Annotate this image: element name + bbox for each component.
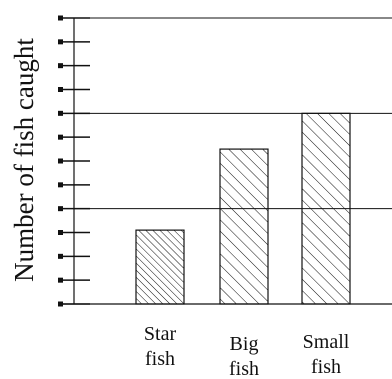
bar-0 (135, 229, 185, 305)
y-axis-label: Number of fish caught (9, 38, 39, 282)
y-tick-7 (58, 134, 90, 140)
y-tick-6 (58, 158, 90, 164)
y-tick-2 (58, 253, 90, 259)
category-label-1-line2: fish (229, 358, 259, 379)
bar-2 (301, 112, 351, 305)
y-tick-0 (58, 301, 90, 307)
y-tick-4 (58, 206, 90, 212)
category-label-1-line1: Big (230, 333, 259, 355)
category-label-0-line2: fish (145, 348, 175, 370)
y-tick-1 (58, 277, 90, 283)
y-tick-10 (58, 63, 90, 69)
bars (135, 112, 351, 305)
category-label-2-line2: fish (311, 356, 341, 378)
bar-1 (219, 148, 269, 305)
y-tick-5 (58, 182, 90, 188)
y-tick-8 (58, 110, 90, 116)
category-label-0-line1: Star (144, 323, 177, 345)
y-axis-ticks (58, 15, 90, 307)
y-tick-11 (58, 39, 90, 45)
y-tick-12 (58, 15, 90, 21)
y-tick-9 (58, 87, 90, 92)
y-tick-3 (58, 230, 90, 235)
category-labels: Star fish Big fish Small fish (144, 323, 350, 379)
category-label-2-line1: Small (303, 331, 350, 353)
